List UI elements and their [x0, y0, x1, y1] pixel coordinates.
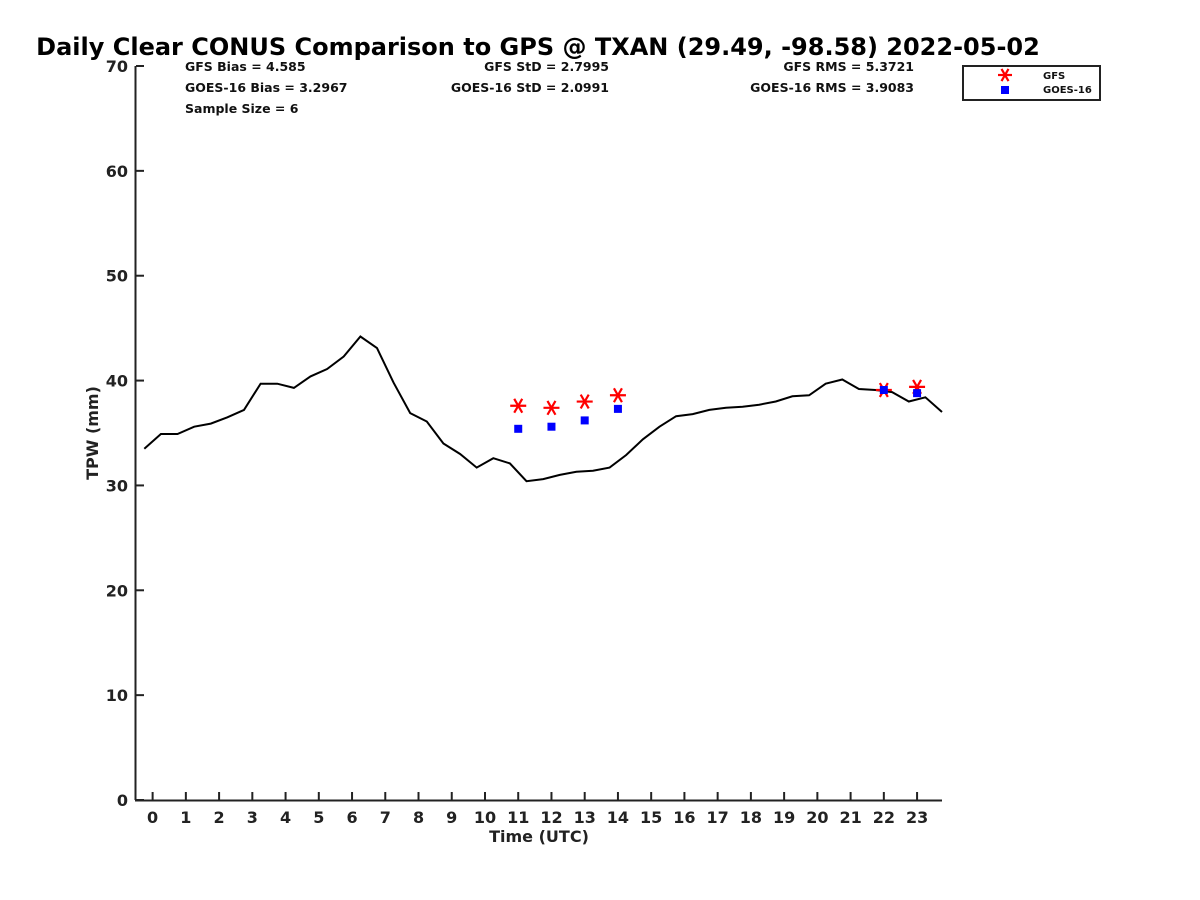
- x-tick-label: 14: [607, 808, 629, 827]
- legend-gfs-asterisk: [998, 68, 1012, 82]
- y-axis-label: TPW (mm): [83, 386, 102, 480]
- asterisk-stroke: [513, 398, 524, 414]
- x-tick-label: 8: [413, 808, 424, 827]
- y-tick-label: 60: [106, 162, 128, 181]
- x-tick-label: 20: [806, 808, 828, 827]
- legend-gfs-marker: [998, 68, 1012, 82]
- legend-gfs-label: GFS: [1043, 71, 1065, 82]
- goes16-point: [913, 389, 922, 398]
- x-tick-label: 19: [773, 808, 795, 827]
- x-tick-label: 6: [346, 808, 357, 827]
- stat-sample-size: Sample Size = 6: [185, 101, 299, 116]
- y-tick-label: 40: [106, 372, 128, 391]
- gfs-point: [609, 387, 626, 403]
- y-tick-label: 70: [106, 57, 128, 76]
- stats-block: GFS Bias = 4.585 GFS StD = 2.7995 GFS RM…: [185, 59, 914, 116]
- x-tick-label: 15: [640, 808, 662, 827]
- x-tick-label: 7: [380, 808, 391, 827]
- legend: GFS GOES-16: [962, 65, 1101, 101]
- chart-title: Daily Clear CONUS Comparison to GPS @ TX…: [36, 33, 1040, 61]
- x-tick-label: 16: [673, 808, 695, 827]
- gfs-point: [543, 400, 560, 416]
- x-tick-label: 11: [507, 808, 529, 827]
- asterisk-stroke: [612, 387, 623, 403]
- stat-goes-std: GOES-16 StD = 2.0991: [451, 80, 609, 95]
- asterisk-stroke: [1000, 68, 1010, 82]
- x-tick-label: 18: [740, 808, 762, 827]
- y-tick-label: 30: [106, 476, 128, 495]
- legend-goes-label: GOES-16: [1043, 85, 1092, 96]
- x-axis-label: Time (UTC): [489, 827, 589, 846]
- gfs-point: [576, 394, 593, 410]
- legend-goes-marker: [1001, 86, 1009, 94]
- gfs-point: [510, 398, 527, 414]
- x-tick-label: 0: [147, 808, 158, 827]
- stat-goes-rms: GOES-16 RMS = 3.9083: [750, 80, 914, 95]
- y-tick-label: 0: [117, 791, 128, 810]
- x-tick-label: 12: [540, 808, 562, 827]
- legend-box: [962, 65, 1101, 101]
- y-tick-label: 50: [106, 267, 128, 286]
- y-tick-label: 10: [106, 686, 128, 705]
- x-tick-label: 3: [247, 808, 258, 827]
- x-tick-label: 13: [574, 808, 596, 827]
- x-tick-label: 1: [180, 808, 191, 827]
- y-axis-ticks: 0 10 20 30 40 50 60 70: [106, 57, 144, 810]
- x-tick-label: 4: [280, 808, 291, 827]
- gps-tpw-line: [143, 335, 943, 483]
- y-tick-label: 20: [106, 581, 128, 600]
- x-tick-label: 23: [906, 808, 928, 827]
- x-tick-label: 22: [873, 808, 895, 827]
- goes16-point: [613, 404, 622, 413]
- stat-goes-bias: GOES-16 Bias = 3.2967: [185, 80, 347, 95]
- goes16-point: [514, 424, 523, 433]
- x-tick-label: 21: [839, 808, 861, 827]
- x-tick-label: 10: [474, 808, 496, 827]
- x-tick-label: 17: [707, 808, 729, 827]
- series-layer: [143, 335, 943, 483]
- asterisk-stroke: [546, 400, 557, 416]
- asterisk-stroke: [579, 394, 590, 410]
- x-axis-ticks: 0 1 2 3 4 5 6 7 8 9 10 11 12 13 14 15 16 17 18 19 20 21 22 23: [147, 792, 928, 827]
- stat-gfs-rms: GFS RMS = 5.3721: [783, 59, 914, 74]
- stat-gfs-std: GFS StD = 2.7995: [484, 59, 609, 74]
- x-tick-label: 9: [446, 808, 457, 827]
- x-tick-label: 2: [214, 808, 225, 827]
- goes16-point: [547, 422, 556, 431]
- goes16-point: [580, 416, 589, 425]
- stat-gfs-bias: GFS Bias = 4.585: [185, 59, 306, 74]
- goes16-point: [879, 386, 888, 395]
- x-tick-label: 5: [313, 808, 324, 827]
